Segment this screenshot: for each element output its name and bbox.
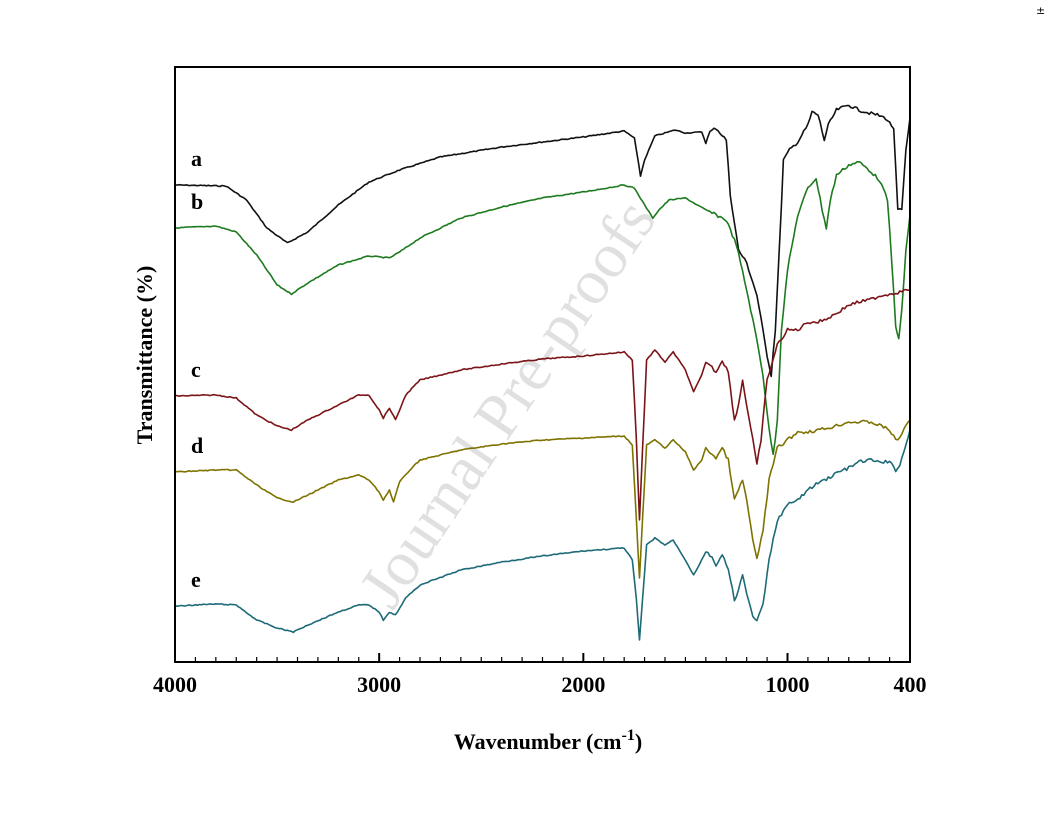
x-axis-label-main: Wavenumber (cm [454,729,622,754]
series-label-d: d [191,433,203,458]
series-line-c [174,288,911,521]
y-axis-label: Transmittance (%) [132,266,157,445]
series-labels: ab c d e [191,146,203,592]
series-label-b: b [191,189,203,214]
x-tick-label: 1000 [766,672,810,697]
series-label-e: e [191,567,201,592]
x-tick-label: 2000 [561,672,605,697]
series-line-a [174,104,911,378]
series-layer [174,104,911,641]
x-axis-label-superscript: -1 [621,727,634,744]
series-label-c: c [191,357,201,382]
watermark: Journal Pre-proofs [345,186,669,619]
x-tick-label: 400 [894,672,927,697]
x-tick-label: 3000 [357,672,401,697]
series-line-b [174,161,911,456]
x-tick-label: 4000 [153,672,197,697]
x-axis-label: Wavenumber (cm-1) [454,727,642,754]
corner-mark: ± [1036,4,1046,17]
watermark-text: Journal Pre-proofs [345,186,669,619]
series-label-a: a [191,146,202,171]
x-axis-label-suffix: ) [635,729,642,754]
series-line-e [174,429,911,641]
x-axis-ticks: 4000 3000 2000 1000 400 [153,653,927,697]
series-line-d [174,419,911,579]
